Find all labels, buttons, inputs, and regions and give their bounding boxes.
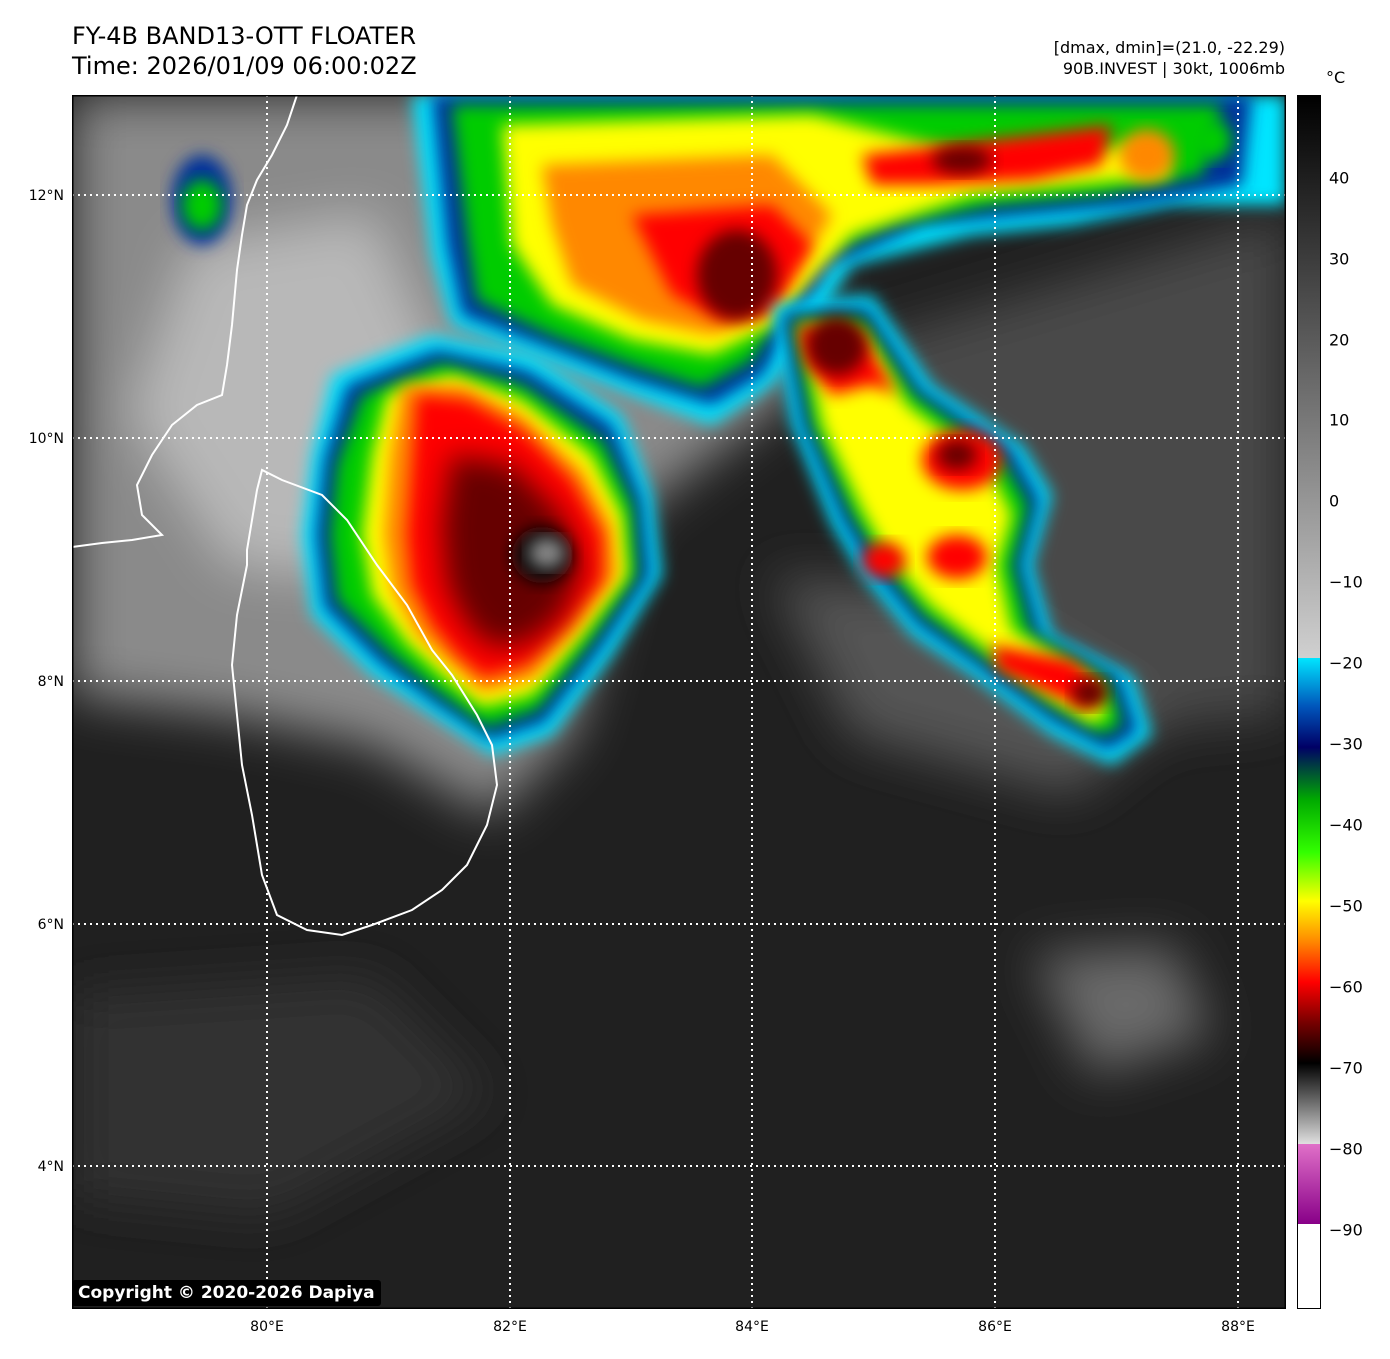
coastline-india bbox=[72, 95, 298, 548]
lon-label-82e: 82°E bbox=[493, 1319, 527, 1335]
southeastern-convective-band bbox=[772, 295, 1152, 765]
lon-label-84e: 84°E bbox=[735, 1319, 769, 1335]
northern-convective-band bbox=[172, 95, 1286, 425]
colorbar-tick: −70 bbox=[1329, 1058, 1363, 1078]
main-convective-cluster bbox=[302, 335, 662, 755]
colorbar-tick: −40 bbox=[1329, 815, 1363, 835]
storm-info: 90B.INVEST | 30kt, 1006mb bbox=[1062, 59, 1285, 78]
colorbar-tick: 10 bbox=[1329, 410, 1350, 430]
colorbar-tick: 20 bbox=[1329, 330, 1350, 350]
lat-label-8n: 8°N bbox=[37, 674, 64, 690]
copyright-badge: Copyright © 2020-2026 Dapiya bbox=[72, 1280, 381, 1306]
gridlines bbox=[72, 95, 1286, 1309]
lat-label-6n: 6°N bbox=[37, 917, 64, 933]
colorbar-tick: 40 bbox=[1329, 168, 1350, 188]
colorbar-tick: −20 bbox=[1329, 653, 1363, 673]
lon-label-86e: 86°E bbox=[978, 1319, 1012, 1335]
lat-label-10n: 10°N bbox=[28, 431, 64, 447]
colorbar-tick: −90 bbox=[1329, 1220, 1363, 1240]
colorbar-tick: −30 bbox=[1329, 734, 1363, 754]
colorbar-tick: 30 bbox=[1329, 249, 1350, 269]
satellite-map bbox=[72, 95, 1286, 1309]
lat-label-12n: 12°N bbox=[28, 188, 64, 204]
colorbar-tick: −10 bbox=[1329, 572, 1363, 592]
colorbar-tick: −50 bbox=[1329, 896, 1363, 916]
chart-title: FY-4B BAND13-OTT FLOATER bbox=[72, 22, 417, 50]
chart-time: Time: 2026/01/09 06:00:02Z bbox=[72, 52, 417, 80]
coastline-sri-lanka bbox=[230, 468, 499, 937]
lat-label-4n: 4°N bbox=[37, 1159, 64, 1175]
colorbar bbox=[1297, 95, 1321, 1309]
colorbar-unit: °C bbox=[1326, 68, 1346, 87]
dmax-dmin-readout: [dmax, dmin]=(21.0, -22.29) bbox=[1053, 38, 1285, 57]
lon-label-80e: 80°E bbox=[250, 1319, 284, 1335]
lon-label-88e: 88°E bbox=[1221, 1319, 1255, 1335]
colorbar-tick: 0 bbox=[1329, 491, 1340, 511]
colorbar-tick: −80 bbox=[1329, 1139, 1363, 1159]
colorbar-tick: −60 bbox=[1329, 977, 1363, 997]
